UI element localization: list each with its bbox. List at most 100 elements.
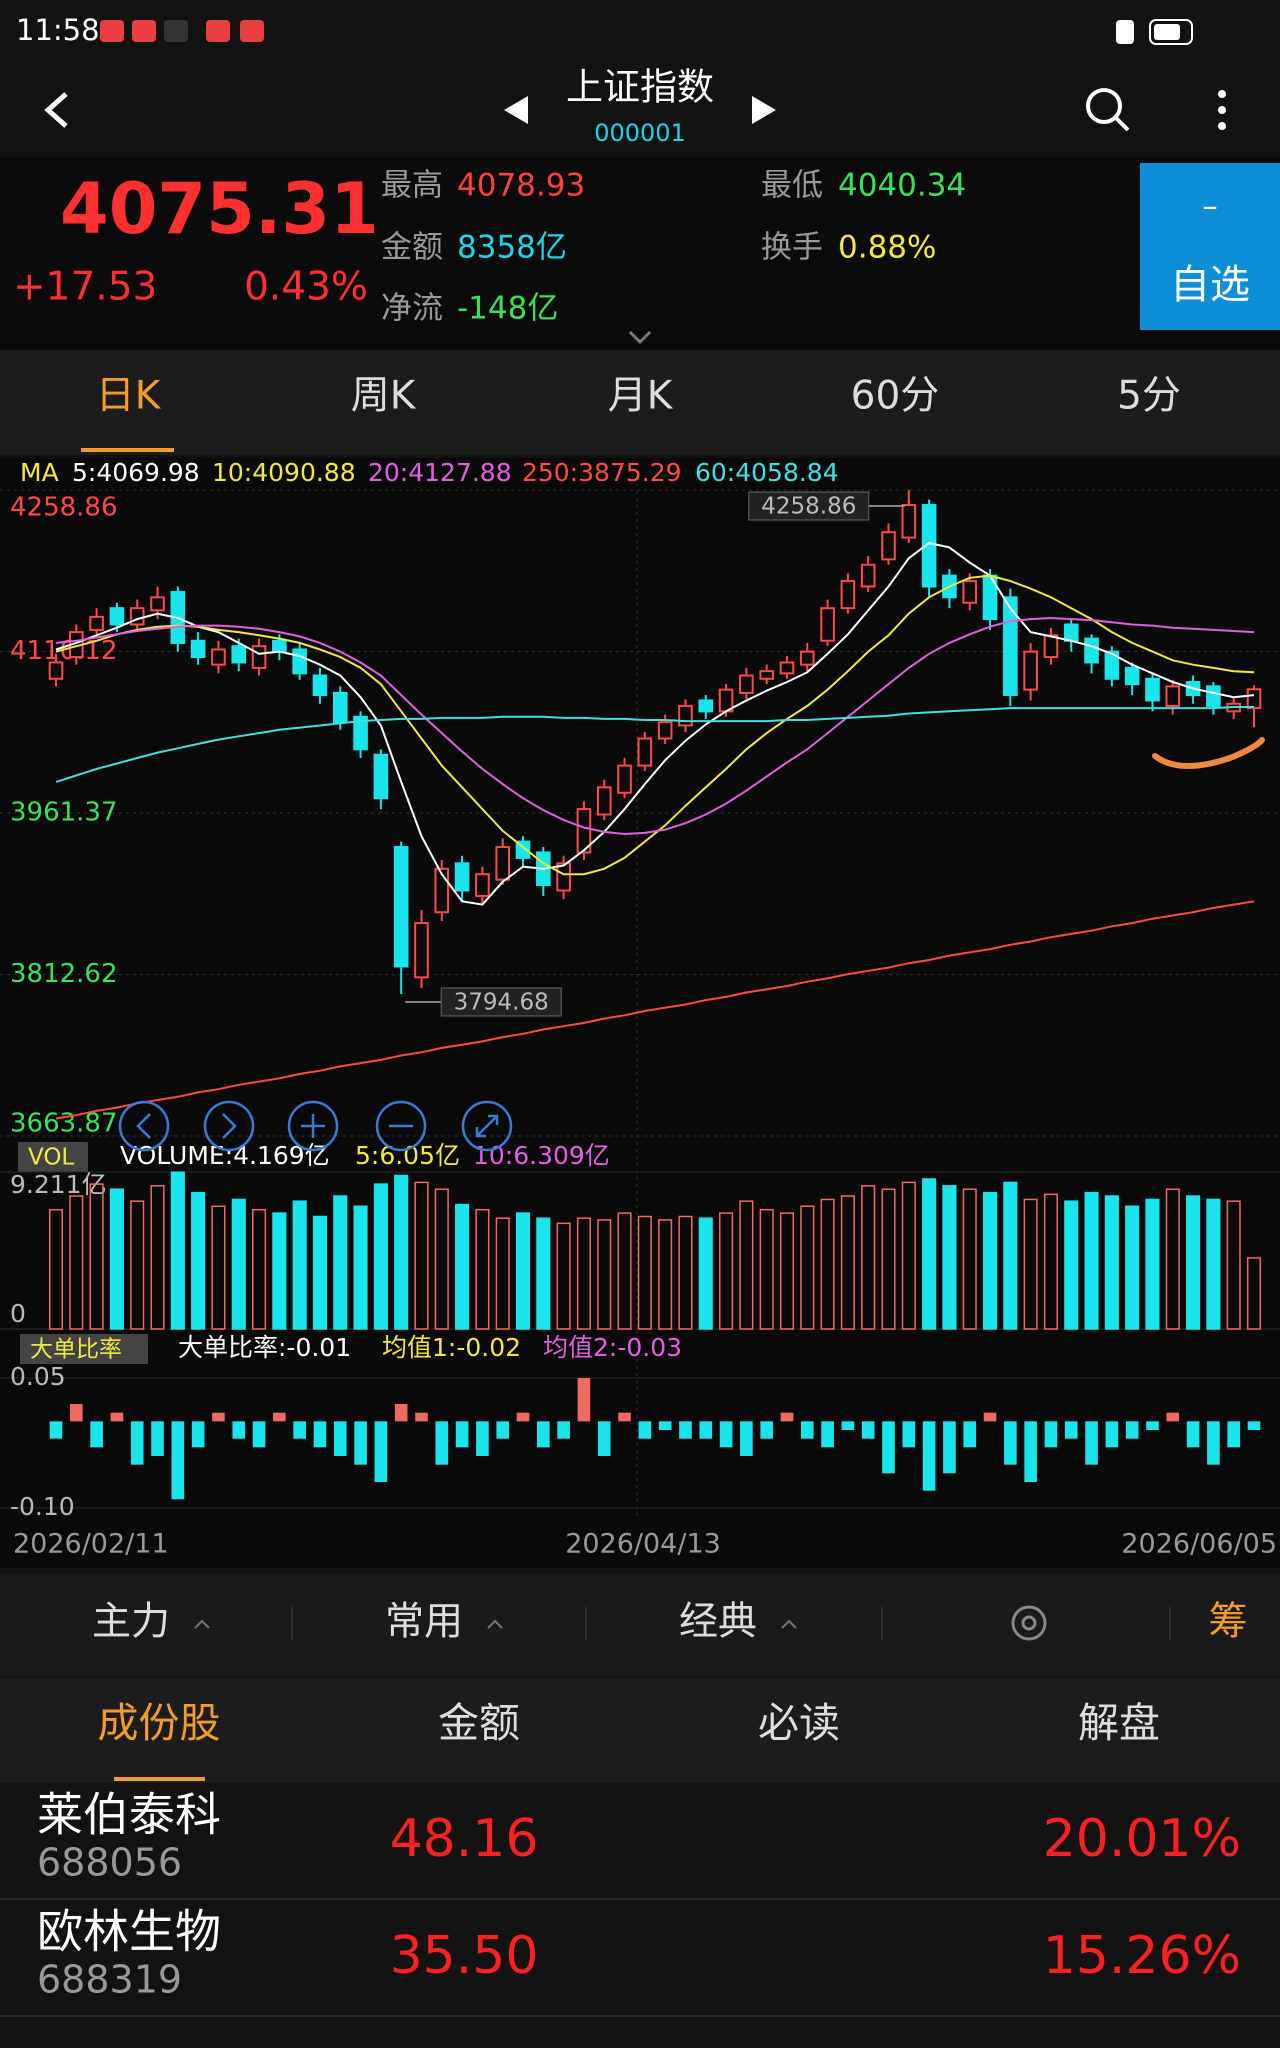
ratio-bar <box>151 1421 164 1456</box>
candle-body <box>637 737 653 767</box>
turnover-value: 0.88% <box>838 230 936 266</box>
expand-chevron[interactable] <box>628 330 652 345</box>
toolbar-item[interactable]: 主力 <box>92 1600 170 1645</box>
list-tab[interactable]: 金额 <box>438 1699 520 1747</box>
ratio-bar <box>882 1421 895 1474</box>
high-value: 4078.93 <box>457 168 585 204</box>
vol-title-box <box>18 1142 88 1172</box>
netflow-value: -148亿 <box>457 291 558 327</box>
toolbar-item[interactable]: 筹 <box>1208 1600 1247 1645</box>
candle-body <box>211 648 226 666</box>
candle-body <box>779 661 795 675</box>
watchlist-button[interactable]: – 自选 <box>1140 163 1280 330</box>
ratio-bar <box>354 1421 367 1465</box>
candle-body <box>921 504 937 588</box>
ma-legend: 60:4058.84 <box>695 458 839 487</box>
ma-legend: 5:4069.98 <box>72 458 200 487</box>
low-label: 最低 <box>761 168 823 204</box>
ratio-bar <box>597 1421 611 1456</box>
period-tab[interactable]: 60分 <box>851 374 940 419</box>
candle-body <box>495 846 511 881</box>
y-tick-label: 4258.86 <box>10 493 118 523</box>
ratio-bar <box>1004 1421 1017 1465</box>
ratio-tick-label: -0.10 <box>10 1492 75 1521</box>
ratio-bar <box>1227 1421 1240 1448</box>
candle-body <box>596 786 612 816</box>
ratio-bar <box>333 1421 347 1456</box>
volume-bar <box>678 1215 693 1330</box>
more-button[interactable] <box>1218 90 1226 130</box>
list-tab[interactable]: 必读 <box>758 1699 840 1747</box>
ratio-bar <box>821 1421 834 1448</box>
candle-body <box>1165 685 1181 707</box>
indicator-toolbar <box>0 1574 1280 1676</box>
watchlist-minus: – <box>1202 189 1218 225</box>
scroll-left[interactable] <box>118 1100 170 1152</box>
period-tab[interactable]: 月K <box>608 374 674 419</box>
ratio-bar <box>699 1421 713 1439</box>
stock-change: 15.26% <box>1043 1926 1241 1986</box>
ma-legend: 10:4090.88 <box>212 458 356 487</box>
volume-bar <box>475 1208 490 1330</box>
ratio-bar <box>1166 1412 1180 1422</box>
ratio-bar <box>1146 1421 1159 1430</box>
period-tab[interactable]: 日K <box>96 374 162 419</box>
ratio-bar <box>537 1421 550 1448</box>
volume-bar <box>211 1205 226 1330</box>
volume-bar <box>515 1212 531 1330</box>
zoom-in[interactable] <box>287 1100 339 1152</box>
scroll-right[interactable] <box>203 1100 255 1152</box>
candle-body <box>678 704 693 727</box>
prev-index[interactable] <box>504 96 528 124</box>
toolbar-item[interactable]: 常用 <box>385 1600 463 1645</box>
back-button[interactable] <box>44 92 68 128</box>
volume-bar <box>719 1212 734 1330</box>
high-label: 最高 <box>381 168 443 204</box>
volume-bar <box>658 1219 673 1330</box>
row-bg <box>0 1900 1280 2016</box>
settings-button[interactable] <box>1011 1605 1047 1641</box>
volume-bar <box>1186 1195 1201 1330</box>
volume-bar <box>982 1191 998 1330</box>
list-tab-underline <box>114 1777 205 1781</box>
volume-bar <box>840 1195 855 1330</box>
next-index[interactable] <box>752 96 776 124</box>
chart-controls <box>118 1100 513 1152</box>
volume-bar <box>861 1185 876 1330</box>
list-tab[interactable]: 成份股 <box>98 1699 221 1747</box>
volume-bar <box>617 1212 632 1330</box>
amount-value: 8358亿 <box>457 230 567 266</box>
low-value: 4040.34 <box>838 168 966 204</box>
kline-chart: 4258.86 4110.12 3961.37 3812.62 3663.87 MA 5:4… <box>0 458 1280 1560</box>
search-button[interactable] <box>1086 88 1130 132</box>
status-icons <box>100 19 1193 45</box>
volume-bar <box>373 1183 388 1330</box>
ratio-bar <box>476 1421 489 1456</box>
candle-body <box>1104 650 1120 680</box>
ratio-bar <box>1044 1421 1058 1448</box>
fullscreen[interactable] <box>461 1100 513 1152</box>
zoom-out[interactable] <box>375 1100 427 1152</box>
vol-label: VOLUME:4.169亿 <box>120 1141 330 1170</box>
period-tab[interactable]: 周K <box>351 374 417 419</box>
candle-body <box>901 504 917 539</box>
volume-bar <box>495 1217 510 1330</box>
ratio-bar <box>394 1404 408 1422</box>
volume-bar <box>1165 1188 1180 1330</box>
vol-ma-label: 10:6.309亿 <box>473 1141 610 1170</box>
list-tab[interactable]: 解盘 <box>1078 1699 1160 1747</box>
candle-body <box>698 699 714 713</box>
volume-bar <box>333 1195 348 1330</box>
toolbar-item[interactable]: 经典 <box>679 1600 757 1645</box>
period-tab[interactable]: 5分 <box>1117 374 1181 419</box>
date-label: 2026/02/11 <box>13 1529 169 1560</box>
volume-bar <box>881 1188 896 1330</box>
volume-bar <box>252 1208 267 1330</box>
volume-bar <box>414 1181 429 1330</box>
candle-body <box>393 846 409 968</box>
ma-line <box>55 706 1254 783</box>
